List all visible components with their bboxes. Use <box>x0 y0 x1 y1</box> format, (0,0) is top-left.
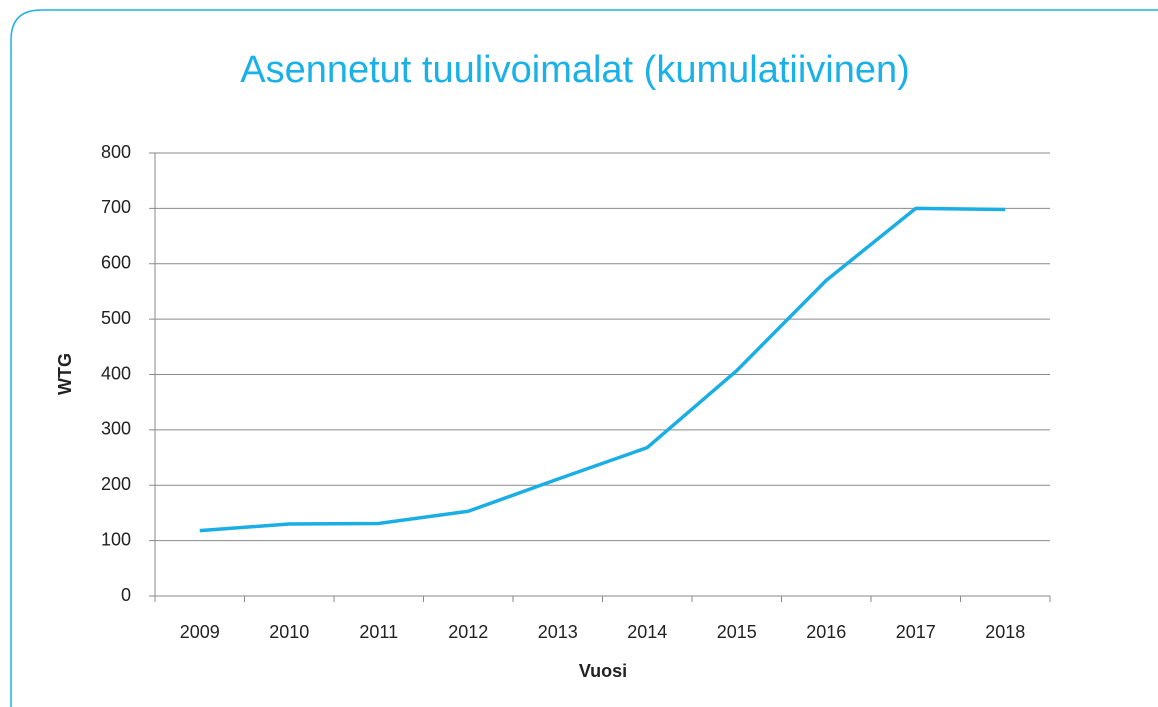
x-tick-label: 2017 <box>896 622 936 642</box>
y-tick-label: 400 <box>101 363 131 383</box>
x-tick-label: 2014 <box>627 622 667 642</box>
x-tick-label: 2012 <box>448 622 488 642</box>
y-tick-label: 0 <box>121 585 131 605</box>
y-tick-label: 200 <box>101 474 131 494</box>
data-line <box>199 206 1006 533</box>
x-tick-label: 2016 <box>806 622 846 642</box>
x-tick-label: 2015 <box>717 622 757 642</box>
y-tick-label: 600 <box>101 253 131 273</box>
chart-title: Asennetut tuulivoimalat (kumulatiivinen) <box>240 49 910 91</box>
frame <box>10 9 1158 707</box>
x-tick-label: 2018 <box>985 622 1025 642</box>
y-tick-label: 800 <box>101 142 131 162</box>
x-tick-label: 2009 <box>180 622 220 642</box>
x-tick-label: 2011 <box>359 622 398 642</box>
x-axis-label: Vuosi <box>579 661 627 681</box>
y-tick-label: 500 <box>101 308 131 328</box>
x-tick-label: 2013 <box>538 622 578 642</box>
y-tick-label: 300 <box>101 419 131 439</box>
y-axis-label: WTG <box>55 353 75 395</box>
y-tick-label: 700 <box>101 197 131 217</box>
x-tick-label: 2010 <box>269 622 309 642</box>
y-tick-label: 100 <box>101 529 131 549</box>
